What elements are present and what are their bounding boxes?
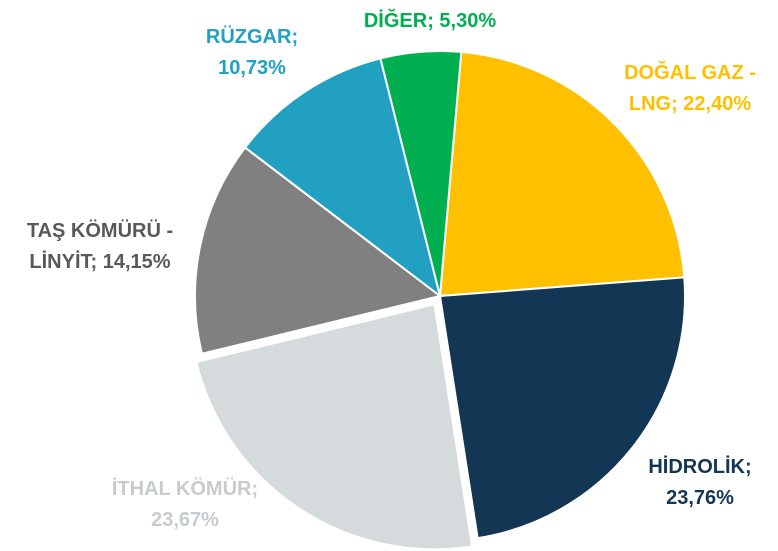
pie-slice — [194, 146, 443, 355]
data-label: İTHAL KÖMÜR; 23,67% — [111, 478, 259, 531]
data-label: RÜZGAR; 10,73% — [205, 26, 299, 79]
pie-slice — [379, 50, 463, 297]
pie-slice — [438, 50, 686, 298]
data-label: DOĞAL GAZ - LNG; 22,40% — [624, 62, 756, 115]
data-label: DİĞER; 5,30% — [363, 10, 497, 32]
data-label: TAŞ KÖMÜRÜ - LİNYİT; 14,15% — [26, 220, 174, 273]
pie-slice — [243, 57, 442, 299]
data-label: HİDROLİK; 23,76% — [648, 456, 752, 509]
pie-slice — [195, 303, 474, 551]
pie-slice — [438, 276, 686, 540]
